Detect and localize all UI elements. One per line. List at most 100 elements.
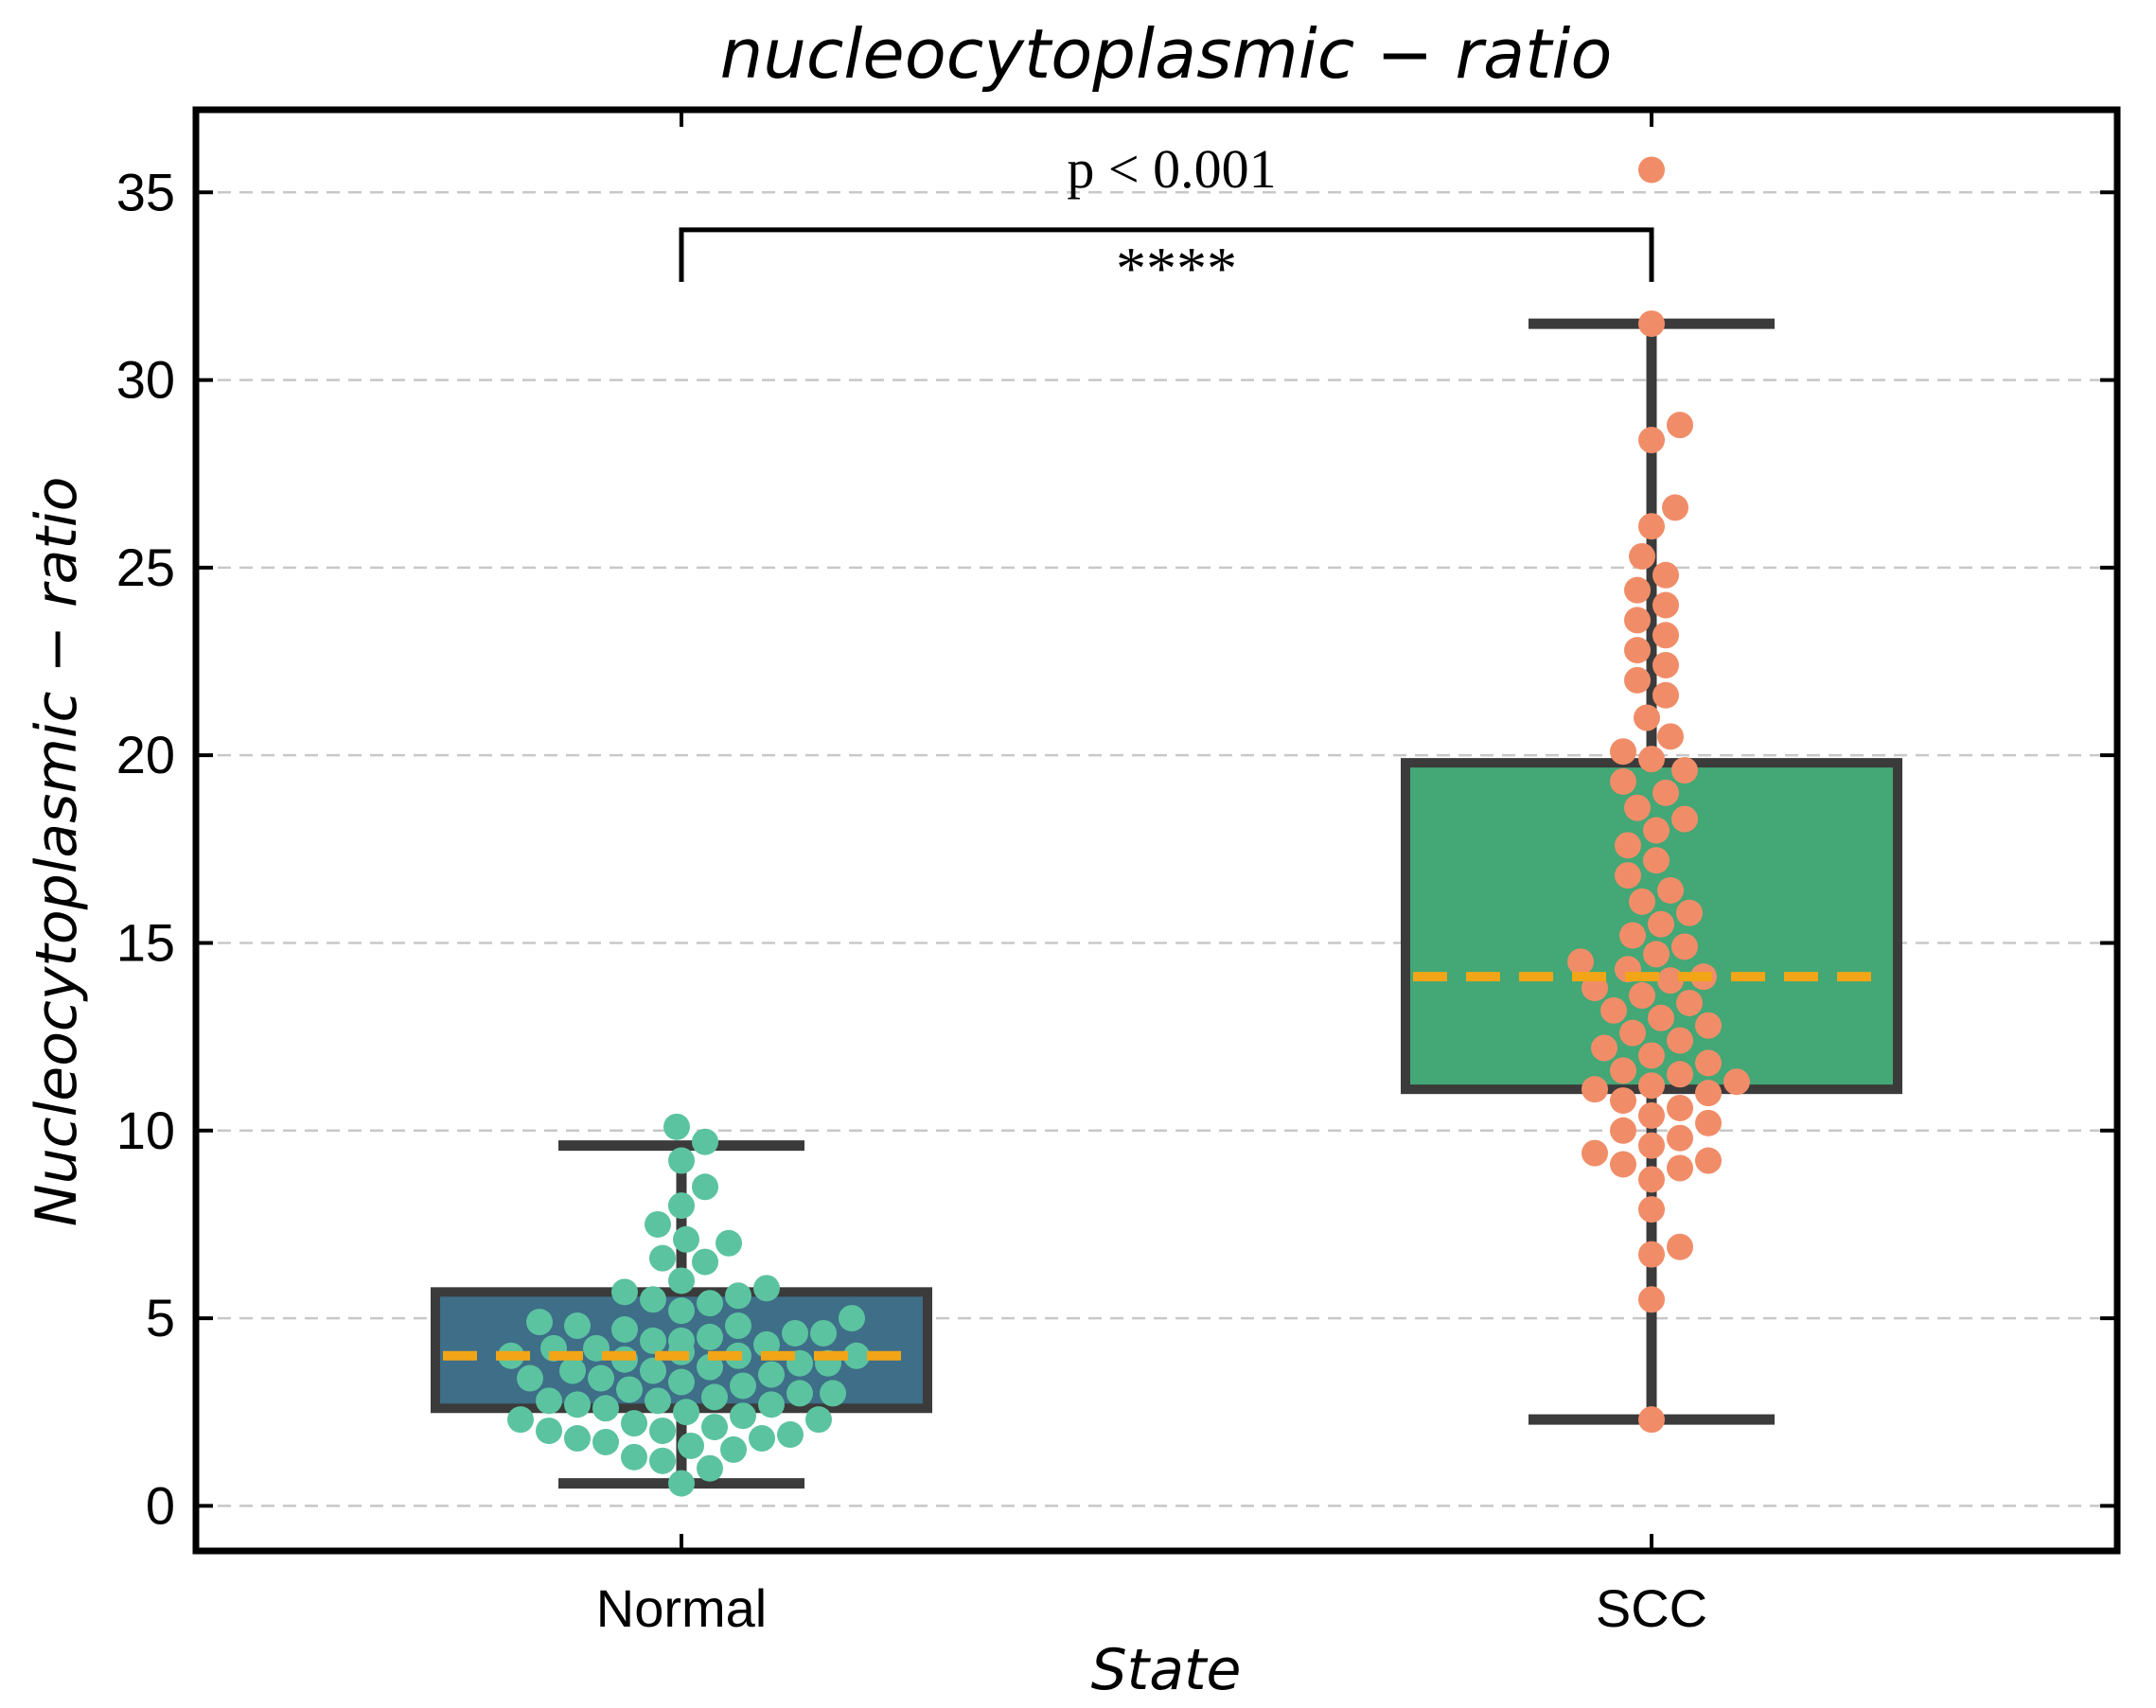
data-point-scc (1615, 862, 1641, 889)
data-point-normal (663, 1113, 690, 1140)
data-point-scc (1624, 666, 1651, 694)
data-point-normal (645, 1387, 671, 1415)
data-point-scc (1638, 310, 1665, 338)
data-point-scc (1638, 746, 1665, 773)
data-point-scc (1591, 1034, 1617, 1062)
data-point-scc (1638, 1406, 1665, 1434)
significance-annotation: p < 0.001 **** (679, 138, 1654, 302)
data-point-scc (1648, 910, 1674, 938)
data-point-scc (1695, 1147, 1722, 1174)
data-point-scc (1671, 933, 1698, 960)
data-point-scc (1695, 1109, 1722, 1136)
x-tick-label: SCC (1596, 1578, 1707, 1638)
data-point-normal (839, 1305, 865, 1332)
data-point-scc (1629, 982, 1655, 1010)
data-point-scc (1638, 1101, 1665, 1129)
data-point-normal (843, 1342, 870, 1369)
data-point-scc (1695, 1049, 1722, 1077)
data-point-scc (1582, 1139, 1608, 1167)
data-point-normal (611, 1315, 638, 1343)
y-tick-label: 10 (116, 1101, 175, 1160)
data-point-normal (697, 1323, 723, 1350)
y-axis-label: Nucleocytoplasmic − ratio (24, 477, 90, 1227)
significance-stars: **** (1113, 235, 1234, 302)
data-point-scc (1600, 996, 1627, 1024)
x-tick-label: Normal (596, 1578, 767, 1638)
data-point-normal (559, 1357, 586, 1384)
data-point-normal (777, 1421, 804, 1449)
axis-ticks: 0 5 10 15 20 25 30 35 Normal SCC (116, 110, 2117, 1638)
data-point-scc (1723, 1068, 1750, 1096)
data-point-normal (730, 1402, 756, 1430)
data-point-normal (668, 1368, 695, 1396)
data-point-normal (692, 1128, 718, 1155)
data-point-scc (1619, 1019, 1646, 1047)
data-point-scc (1610, 1057, 1636, 1084)
data-point-scc (1610, 738, 1636, 766)
data-point-normal (758, 1361, 785, 1388)
data-point-scc (1634, 704, 1660, 731)
data-point-scc (1619, 922, 1646, 949)
data-point-scc (1629, 888, 1655, 915)
data-point-normal (786, 1380, 813, 1407)
data-point-scc (1624, 576, 1651, 604)
data-point-normal (564, 1312, 591, 1340)
data-point-normal (701, 1414, 728, 1441)
data-point-normal (640, 1357, 666, 1384)
data-point-scc (1567, 948, 1594, 976)
data-point-normal (678, 1432, 704, 1459)
data-point-scc (1638, 1241, 1665, 1268)
data-point-normal (782, 1319, 808, 1347)
data-point-normal (749, 1425, 775, 1453)
y-tick-label: 20 (116, 725, 175, 784)
data-point-scc (1648, 1004, 1674, 1031)
data-point-normal (673, 1399, 699, 1426)
data-point-normal (701, 1383, 728, 1411)
data-point-normal (720, 1435, 747, 1463)
data-point-scc (1657, 876, 1684, 904)
data-point-scc (1624, 607, 1651, 634)
data-point-scc (1667, 412, 1693, 439)
data-point-scc (1652, 561, 1679, 589)
data-point-normal (526, 1309, 553, 1336)
data-point-normal (536, 1417, 562, 1445)
data-point-scc (1676, 989, 1703, 1016)
data-point-normal (753, 1275, 780, 1302)
data-point-scc (1667, 1094, 1693, 1121)
data-point-normal (536, 1387, 562, 1415)
data-point-normal (645, 1210, 671, 1238)
y-tick-label: 5 (146, 1288, 175, 1347)
data-point-normal (588, 1365, 614, 1392)
data-point-scc (1638, 1132, 1665, 1159)
data-point-normal (668, 1267, 695, 1294)
data-point-scc (1638, 1072, 1665, 1100)
p-value-label: p < 0.001 (1067, 138, 1276, 200)
data-point-normal (649, 1417, 676, 1445)
data-point-scc (1667, 1124, 1693, 1152)
y-tick-label: 30 (116, 350, 175, 410)
data-point-normal (730, 1372, 756, 1400)
data-point-normal (621, 1443, 647, 1470)
points (443, 156, 1890, 1497)
data-point-normal (692, 1173, 718, 1201)
chart-title: nucleocytoplasmic − ratio (720, 14, 1613, 94)
data-point-scc (1652, 779, 1679, 806)
data-point-normal (564, 1391, 591, 1418)
data-point-scc (1652, 651, 1679, 678)
data-point-scc (1657, 723, 1684, 750)
data-point-normal (697, 1290, 723, 1317)
y-tick-label: 0 (146, 1475, 175, 1535)
data-point-normal (805, 1406, 832, 1434)
data-point-normal (640, 1327, 666, 1354)
data-point-normal (507, 1406, 534, 1434)
data-point-normal (668, 1192, 695, 1220)
data-point-scc (1652, 622, 1679, 649)
x-axis-label: State (1091, 1637, 1242, 1703)
data-point-scc (1638, 1286, 1665, 1313)
data-point-normal (820, 1380, 846, 1407)
y-tick-label: 35 (116, 162, 175, 221)
data-point-scc (1610, 767, 1636, 795)
data-point-normal (668, 1327, 695, 1354)
significance-bracket (679, 227, 1654, 282)
